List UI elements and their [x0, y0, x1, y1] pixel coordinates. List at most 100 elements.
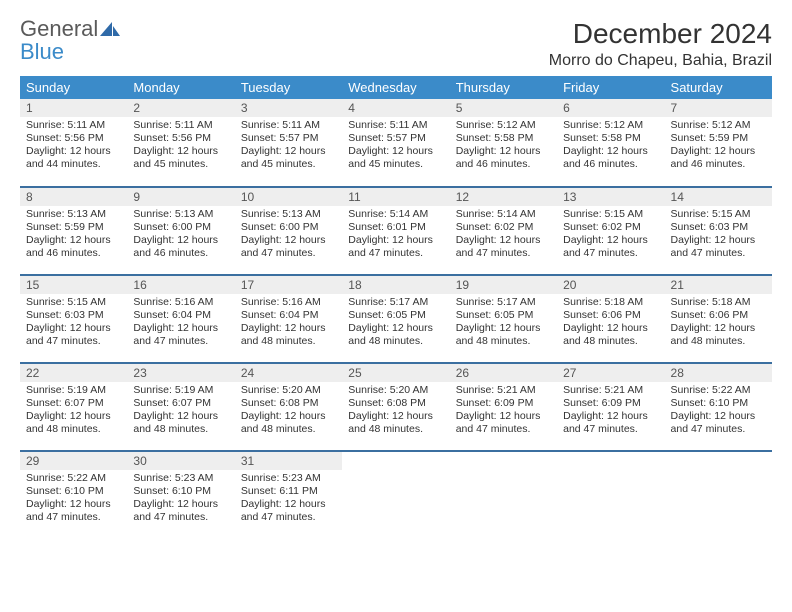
daylight-line: Daylight: 12 hours and 48 minutes. [241, 322, 336, 348]
day-body: Sunrise: 5:18 AMSunset: 6:06 PMDaylight:… [557, 294, 664, 353]
sunrise-line: Sunrise: 5:12 AM [456, 119, 551, 132]
sunset-line: Sunset: 5:56 PM [133, 132, 228, 145]
calendar-cell: 21Sunrise: 5:18 AMSunset: 6:06 PMDayligh… [665, 275, 772, 363]
day-body: Sunrise: 5:13 AMSunset: 6:00 PMDaylight:… [235, 206, 342, 265]
calendar-cell: 23Sunrise: 5:19 AMSunset: 6:07 PMDayligh… [127, 363, 234, 451]
page-title: December 2024 [549, 18, 772, 50]
daylight-line: Daylight: 12 hours and 48 minutes. [671, 322, 766, 348]
day-number: 18 [342, 276, 449, 294]
day-number: 4 [342, 99, 449, 117]
day-number: 26 [450, 364, 557, 382]
day-number: 23 [127, 364, 234, 382]
daylight-line: Daylight: 12 hours and 47 minutes. [241, 498, 336, 524]
day-body: Sunrise: 5:11 AMSunset: 5:57 PMDaylight:… [235, 117, 342, 176]
day-number: 28 [665, 364, 772, 382]
sunset-line: Sunset: 6:03 PM [26, 309, 121, 322]
sunset-line: Sunset: 5:58 PM [456, 132, 551, 145]
sunrise-line: Sunrise: 5:15 AM [563, 208, 658, 221]
sunset-line: Sunset: 5:57 PM [241, 132, 336, 145]
weekday-header: Monday [127, 76, 234, 99]
daylight-line: Daylight: 12 hours and 48 minutes. [241, 410, 336, 436]
calendar-cell: 3Sunrise: 5:11 AMSunset: 5:57 PMDaylight… [235, 99, 342, 187]
day-body: Sunrise: 5:16 AMSunset: 6:04 PMDaylight:… [235, 294, 342, 353]
daylight-line: Daylight: 12 hours and 47 minutes. [26, 498, 121, 524]
day-number: 27 [557, 364, 664, 382]
calendar-cell: 27Sunrise: 5:21 AMSunset: 6:09 PMDayligh… [557, 363, 664, 451]
calendar-cell: 4Sunrise: 5:11 AMSunset: 5:57 PMDaylight… [342, 99, 449, 187]
sunrise-line: Sunrise: 5:14 AM [348, 208, 443, 221]
day-body: Sunrise: 5:14 AMSunset: 6:01 PMDaylight:… [342, 206, 449, 265]
logo-text-general: General [20, 16, 98, 41]
calendar-cell [450, 451, 557, 539]
location-text: Morro do Chapeu, Bahia, Brazil [549, 52, 772, 70]
calendar-cell: 28Sunrise: 5:22 AMSunset: 6:10 PMDayligh… [665, 363, 772, 451]
sunset-line: Sunset: 6:10 PM [671, 397, 766, 410]
calendar-cell: 10Sunrise: 5:13 AMSunset: 6:00 PMDayligh… [235, 187, 342, 275]
sunrise-line: Sunrise: 5:13 AM [133, 208, 228, 221]
day-body: Sunrise: 5:17 AMSunset: 6:05 PMDaylight:… [450, 294, 557, 353]
logo-text-blue: Blue [20, 39, 64, 64]
weekday-header: Friday [557, 76, 664, 99]
sunrise-line: Sunrise: 5:15 AM [671, 208, 766, 221]
day-number: 24 [235, 364, 342, 382]
sunrise-line: Sunrise: 5:19 AM [133, 384, 228, 397]
daylight-line: Daylight: 12 hours and 47 minutes. [26, 322, 121, 348]
weekday-header: Saturday [665, 76, 772, 99]
daylight-line: Daylight: 12 hours and 48 minutes. [348, 410, 443, 436]
sunset-line: Sunset: 6:00 PM [241, 221, 336, 234]
sunset-line: Sunset: 6:08 PM [241, 397, 336, 410]
day-body: Sunrise: 5:15 AMSunset: 6:02 PMDaylight:… [557, 206, 664, 265]
calendar-cell: 11Sunrise: 5:14 AMSunset: 6:01 PMDayligh… [342, 187, 449, 275]
sunset-line: Sunset: 5:56 PM [26, 132, 121, 145]
daylight-line: Daylight: 12 hours and 47 minutes. [563, 234, 658, 260]
calendar-cell: 15Sunrise: 5:15 AMSunset: 6:03 PMDayligh… [20, 275, 127, 363]
calendar-cell: 20Sunrise: 5:18 AMSunset: 6:06 PMDayligh… [557, 275, 664, 363]
calendar-row: 22Sunrise: 5:19 AMSunset: 6:07 PMDayligh… [20, 363, 772, 451]
sunrise-line: Sunrise: 5:11 AM [241, 119, 336, 132]
sunrise-line: Sunrise: 5:22 AM [26, 472, 121, 485]
sunset-line: Sunset: 6:06 PM [671, 309, 766, 322]
daylight-line: Daylight: 12 hours and 47 minutes. [456, 410, 551, 436]
sunrise-line: Sunrise: 5:17 AM [456, 296, 551, 309]
day-number: 9 [127, 188, 234, 206]
daylight-line: Daylight: 12 hours and 46 minutes. [456, 145, 551, 171]
sunrise-line: Sunrise: 5:22 AM [671, 384, 766, 397]
day-number: 7 [665, 99, 772, 117]
sunset-line: Sunset: 6:07 PM [133, 397, 228, 410]
daylight-line: Daylight: 12 hours and 44 minutes. [26, 145, 121, 171]
day-number: 8 [20, 188, 127, 206]
daylight-line: Daylight: 12 hours and 48 minutes. [348, 322, 443, 348]
sunrise-line: Sunrise: 5:19 AM [26, 384, 121, 397]
daylight-line: Daylight: 12 hours and 48 minutes. [456, 322, 551, 348]
day-body: Sunrise: 5:11 AMSunset: 5:56 PMDaylight:… [20, 117, 127, 176]
sunrise-line: Sunrise: 5:21 AM [563, 384, 658, 397]
day-body: Sunrise: 5:21 AMSunset: 6:09 PMDaylight:… [557, 382, 664, 441]
daylight-line: Daylight: 12 hours and 45 minutes. [241, 145, 336, 171]
day-body: Sunrise: 5:12 AMSunset: 5:59 PMDaylight:… [665, 117, 772, 176]
sunrise-line: Sunrise: 5:21 AM [456, 384, 551, 397]
calendar-cell: 22Sunrise: 5:19 AMSunset: 6:07 PMDayligh… [20, 363, 127, 451]
sunrise-line: Sunrise: 5:17 AM [348, 296, 443, 309]
day-body: Sunrise: 5:21 AMSunset: 6:09 PMDaylight:… [450, 382, 557, 441]
sunset-line: Sunset: 6:09 PM [563, 397, 658, 410]
weekday-header: Thursday [450, 76, 557, 99]
logo-sail-icon [100, 20, 120, 41]
daylight-line: Daylight: 12 hours and 48 minutes. [26, 410, 121, 436]
sunrise-line: Sunrise: 5:23 AM [241, 472, 336, 485]
sunset-line: Sunset: 6:03 PM [671, 221, 766, 234]
calendar-cell: 9 Sunrise: 5:13 AMSunset: 6:00 PMDaylight… [127, 187, 234, 275]
calendar-row: 15Sunrise: 5:15 AMSunset: 6:03 PMDayligh… [20, 275, 772, 363]
day-number: 17 [235, 276, 342, 294]
daylight-line: Daylight: 12 hours and 47 minutes. [671, 234, 766, 260]
sunset-line: Sunset: 6:09 PM [456, 397, 551, 410]
sunset-line: Sunset: 5:59 PM [671, 132, 766, 145]
sunrise-line: Sunrise: 5:16 AM [133, 296, 228, 309]
sunset-line: Sunset: 6:07 PM [26, 397, 121, 410]
calendar-cell [342, 451, 449, 539]
sunset-line: Sunset: 6:00 PM [133, 221, 228, 234]
daylight-line: Daylight: 12 hours and 46 minutes. [133, 234, 228, 260]
sunrise-line: Sunrise: 5:18 AM [563, 296, 658, 309]
day-number: 13 [557, 188, 664, 206]
day-body: Sunrise: 5:23 AMSunset: 6:11 PMDaylight:… [235, 470, 342, 529]
calendar-row: 8Sunrise: 5:13 AMSunset: 5:59 PMDaylight… [20, 187, 772, 275]
